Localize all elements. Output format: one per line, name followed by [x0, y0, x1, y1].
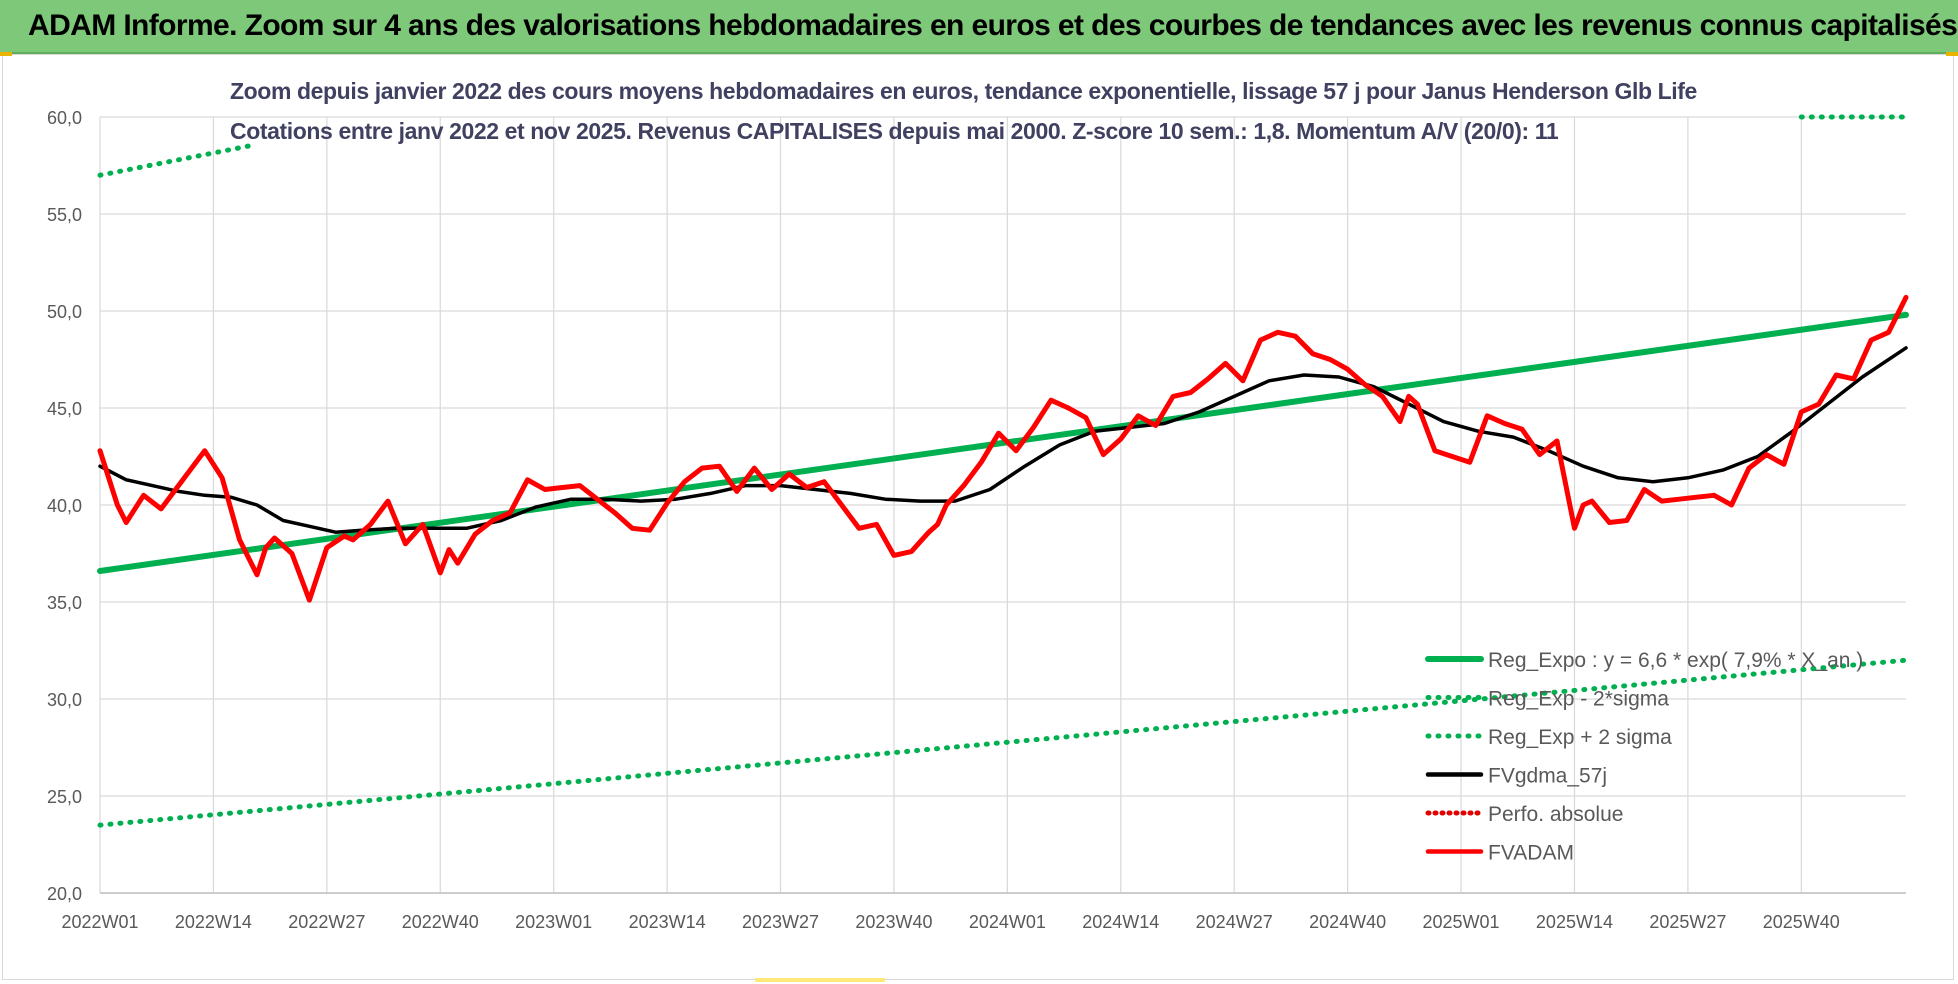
legend-label: FVgdma_57j	[1488, 765, 1607, 788]
y-tick-label: 30,0	[47, 690, 82, 710]
y-tick-label: 35,0	[47, 593, 82, 613]
series-fvgdma-57j	[98, 346, 1908, 534]
corner-marker-left	[0, 52, 12, 56]
series-reg-expo	[97, 311, 1909, 574]
series-reg-exp-minus-2sigma	[97, 657, 1909, 828]
y-tick-label: 45,0	[47, 399, 82, 419]
legend-label: Reg_Expo : y = 6,6 * exp( 7,9% * X_an )	[1488, 649, 1863, 672]
x-tick-label: 2022W01	[61, 912, 138, 932]
corner-marker-right	[1946, 52, 1958, 56]
x-tick-label: 2023W40	[855, 912, 932, 932]
x-tick-label: 2023W27	[742, 912, 819, 932]
legend-label: Perfo. absolue	[1488, 803, 1623, 826]
y-tick-label: 40,0	[47, 496, 82, 516]
x-tick-label: 2024W01	[969, 912, 1046, 932]
y-tick-label: 20,0	[47, 884, 82, 904]
y-tick-label: 50,0	[47, 302, 82, 322]
x-tick-label: 2025W01	[1423, 912, 1500, 932]
report-banner: ADAM Informe. Zoom sur 4 ans des valoris…	[0, 0, 1958, 54]
x-tick-label: 2025W40	[1763, 912, 1840, 932]
bottom-marker	[755, 978, 885, 982]
legend-label: FVADAM	[1488, 842, 1574, 865]
chart-title-line-1: Zoom depuis janvier 2022 des cours moyen…	[230, 78, 1697, 104]
series-reg-exp-plus-2sigma	[97, 143, 251, 178]
x-tick-label: 2024W27	[1196, 912, 1273, 932]
x-tick-label: 2025W14	[1536, 912, 1613, 932]
x-tick-label: 2022W27	[288, 912, 365, 932]
legend: Reg_Expo : y = 6,6 * exp( 7,9% * X_an ) R…	[1425, 649, 1863, 865]
x-tick-label: 2025W27	[1649, 912, 1726, 932]
x-tick-label: 2022W14	[175, 912, 252, 932]
y-tick-label: 55,0	[47, 205, 82, 225]
x-axis: 2022W01 2022W14 2022W27 2022W40 2023W01 2023W…	[61, 892, 1906, 932]
chart-title-line-2: Cotations entre janv 2022 et nov 2025. R…	[230, 118, 1559, 144]
x-tick-label: 2022W40	[402, 912, 479, 932]
report-title: ADAM Informe. Zoom sur 4 ans des valoris…	[28, 9, 1958, 42]
legend-label: Reg_Exp - 2*sigma	[1488, 688, 1669, 711]
y-axis: 20,0 25,0 30,0 35,0 40,0 45,0 50,0 55,0 60,0	[47, 108, 82, 904]
series-lines	[97, 114, 1909, 828]
series-fvadam	[97, 294, 1909, 603]
legend-label: Reg_Exp + 2 sigma	[1488, 726, 1672, 749]
x-tick-label: 2023W14	[629, 912, 706, 932]
y-tick-label: 25,0	[47, 787, 82, 807]
x-tick-label: 2023W01	[515, 912, 592, 932]
x-tick-label: 2024W14	[1082, 912, 1159, 932]
x-tick-label: 2024W40	[1309, 912, 1386, 932]
y-tick-label: 60,0	[47, 108, 82, 128]
